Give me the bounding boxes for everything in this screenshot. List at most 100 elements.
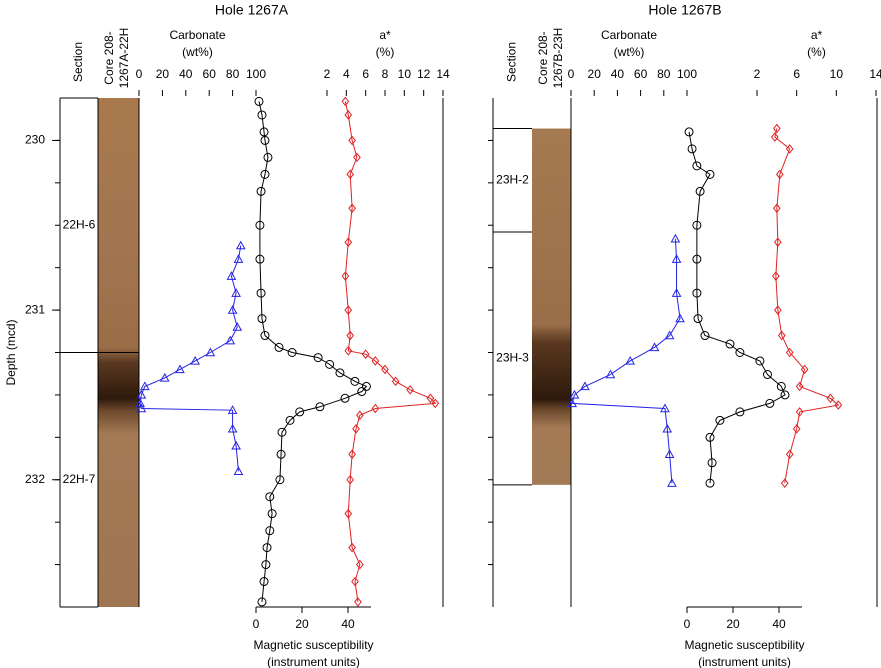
x-tick-label: 20: [588, 67, 602, 81]
x-tick-label: 6: [362, 67, 369, 81]
data-point: [348, 135, 356, 146]
x-axis-label: (%): [807, 45, 826, 59]
x-axis-label: (wt%): [182, 45, 213, 59]
data-point: [785, 347, 794, 358]
data-point: [140, 381, 150, 391]
x-tick-label: 0: [136, 67, 143, 81]
data-point: [275, 475, 285, 485]
x-tick-label: 0: [253, 617, 260, 631]
x-tick-label: 100: [246, 67, 266, 81]
data-point: [295, 407, 305, 417]
section-header: Section: [71, 42, 85, 82]
data-point: [580, 381, 590, 391]
data-point: [267, 509, 277, 519]
data-point: [265, 492, 275, 502]
data-point: [175, 364, 185, 374]
core-image: [532, 128, 571, 485]
data-point: [735, 348, 745, 357]
data-point: [341, 271, 350, 281]
data-point: [231, 440, 241, 450]
data-point: [277, 427, 287, 437]
section-label: 23H-2: [496, 172, 529, 186]
data-point: [773, 237, 782, 248]
data-point: [735, 407, 745, 417]
data-point: [780, 478, 789, 488]
data-point: [348, 203, 356, 214]
data-point: [231, 288, 241, 297]
data-point: [771, 132, 779, 142]
panel-title: Hole 1267A: [215, 2, 289, 18]
data-point: [255, 254, 265, 264]
data-point: [159, 372, 170, 382]
series-line: [344, 101, 437, 602]
data-point: [352, 424, 360, 434]
data-point: [254, 96, 264, 106]
data-point: [605, 369, 616, 379]
data-point: [226, 271, 237, 280]
data-point: [772, 271, 780, 281]
data-point: [660, 403, 670, 413]
core-label: Core 208-: [536, 31, 550, 84]
data-point: [256, 288, 266, 298]
x-tick-label: 2: [324, 67, 331, 81]
data-point: [371, 356, 380, 366]
data-point: [671, 288, 682, 297]
x-tick-label: 0: [568, 67, 575, 81]
data-point: [205, 347, 216, 357]
data-point: [351, 576, 359, 587]
data-point: [765, 398, 775, 408]
data-point: [262, 543, 272, 553]
data-point: [257, 314, 267, 324]
x-axis-label: (instrument units): [698, 655, 791, 668]
data-point: [775, 169, 784, 180]
data-point: [136, 403, 147, 413]
data-point: [695, 186, 705, 196]
data-point: [772, 203, 781, 214]
x-tick-label: 20: [156, 67, 170, 81]
data-point: [340, 393, 350, 403]
data-point: [265, 526, 275, 536]
x-axis-label: Carbonate: [601, 28, 657, 42]
data-point: [649, 342, 660, 352]
data-point: [684, 127, 694, 137]
data-point: [348, 542, 356, 553]
series-line: [774, 128, 840, 484]
x-tick-label: 20: [726, 617, 740, 631]
data-point: [687, 144, 697, 154]
x-tick-label: 14: [436, 67, 450, 81]
data-point: [664, 449, 675, 458]
data-point: [227, 423, 238, 433]
data-point: [664, 330, 675, 340]
data-point: [257, 597, 267, 607]
y-tick-label: 232: [25, 472, 45, 486]
data-point: [780, 390, 790, 400]
data-point: [344, 110, 353, 120]
data-point: [260, 135, 270, 145]
data-point: [671, 254, 682, 263]
x-tick-label: 14: [869, 67, 881, 81]
data-point: [426, 393, 435, 404]
data-point: [260, 169, 270, 179]
data-point: [261, 560, 271, 570]
core-label: Core 208-: [102, 31, 116, 84]
data-point: [826, 393, 835, 404]
panel-title: Hole 1267B: [648, 2, 721, 18]
data-point: [356, 559, 364, 570]
data-point: [800, 364, 809, 375]
section-header: Section: [505, 42, 519, 82]
data-point: [431, 398, 440, 409]
x-tick-label: 60: [634, 67, 648, 81]
x-axis-label: Carbonate: [169, 28, 225, 42]
data-point: [346, 474, 355, 485]
data-point: [705, 432, 715, 442]
data-point: [692, 254, 702, 264]
x-axis-label: a*: [379, 28, 391, 42]
data-point: [700, 331, 710, 341]
x-tick-label: 80: [226, 67, 240, 81]
x-tick-label: 8: [382, 67, 389, 81]
y-tick-label: 230: [25, 133, 45, 147]
x-tick-label: 60: [203, 67, 217, 81]
data-point: [693, 314, 703, 324]
series-line: [139, 245, 242, 472]
section-label: 22H-7: [63, 472, 96, 486]
